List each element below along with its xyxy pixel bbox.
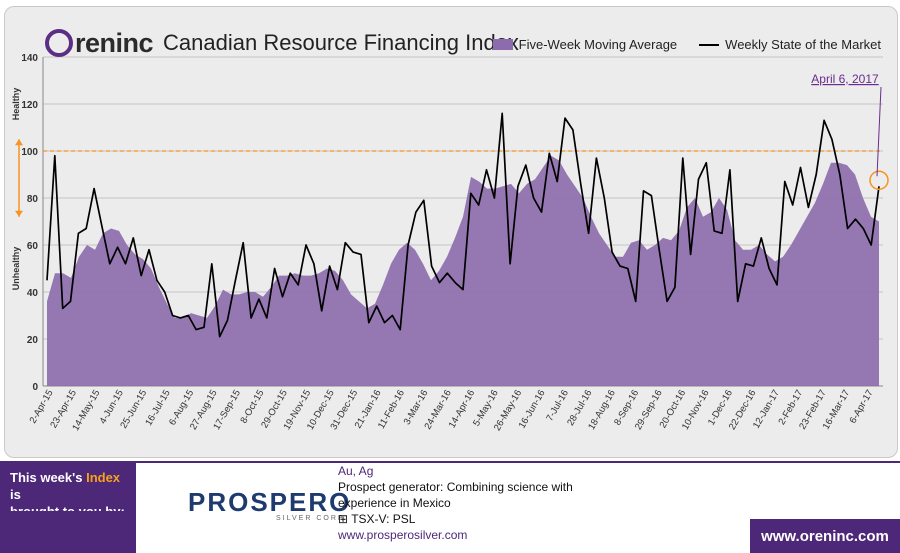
chart-header: reninc Canadian Resource Financing Index [45,25,519,61]
ticker-symbol: PSL [392,512,416,526]
y-tick-label: 80 [27,194,39,205]
legend: Five-Week Moving Average Weekly State of… [492,37,881,52]
chart: 0204060801001201402-Apr-1523-Apr-1514-Ma… [11,53,889,433]
y-tick-label: 100 [21,147,38,158]
ticker-prefix: TSX-V: [351,512,390,526]
sponsor-metals: Au, Ag [338,464,374,478]
chart-title: Canadian Resource Financing Index [163,30,519,55]
sponsor-info: Au, Ag Prospect generator: Combining sci… [338,463,573,543]
legend-line-swatch [699,43,720,46]
y-tick-label: 120 [21,100,38,111]
latest-date-label: April 6, 2017 [811,72,879,86]
legend-area-label: Five-Week Moving Average [518,37,678,52]
legend-area-swatch [492,39,513,50]
brand-o-icon [45,29,73,57]
y-tick-label: 60 [27,241,39,252]
y-tick-label: 140 [21,53,38,64]
oreninc-url-link[interactable]: www.oreninc.com [750,519,900,553]
prospero-logo[interactable]: PROSPERO SILVER CORP. [188,487,351,522]
healthy-label: Healthy [11,88,21,121]
sponsor-text-a: This week's [10,470,87,485]
sponsor-ticker-row: ⊞ TSX-V: PSL [338,511,573,527]
unhealthy-label: Unhealthy [11,247,21,291]
sponsor-footer: This week's Index is brought to you by: … [0,457,900,553]
prospero-logo-subtext: SILVER CORP. [276,515,348,522]
latest-point-highlight [869,170,889,190]
chart-card: 0 20 40 60 80 100 120 140 2-Apr-15 23-Apr-15 14-Ma… [4,6,898,458]
y-tick-label: 20 [27,335,39,346]
moving-average-area [47,155,879,386]
arrow-up-icon [15,139,23,146]
arrow-down-icon [15,210,23,217]
sponsor-text-b: is [10,487,21,502]
weekly-state-line [46,112,880,338]
grid-icon: ⊞ [338,512,349,526]
brand-name: reninc [75,27,154,58]
footer-purple-block [0,511,136,553]
annotation-leader-line [876,86,882,177]
sponsor-website-link[interactable]: www.prosperosilver.com [338,528,468,542]
legend-line-label: Weekly State of the Market [725,37,881,52]
prospero-logo-text: PROSPERO [188,487,352,517]
footer-divider [136,461,900,463]
y-tick-label: 40 [27,288,39,299]
sponsor-description-2: experience in Mexico [338,496,451,510]
sponsor-text-highlight: Index [86,470,121,485]
sponsor-description-1: Prospect generator: Combining science wi… [338,480,573,494]
sponsor-box: This week's Index is brought to you by: [0,461,136,519]
y-tick-label: 0 [32,382,38,393]
